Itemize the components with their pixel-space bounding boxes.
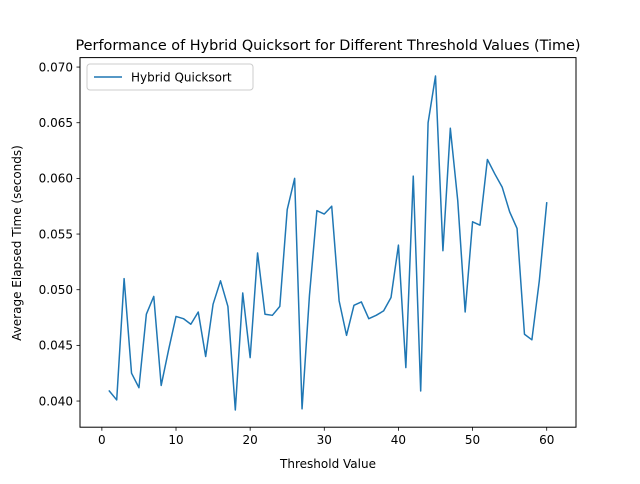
y-tick-label: 0.065	[39, 116, 73, 130]
data-point	[375, 315, 377, 317]
data-point	[220, 280, 222, 282]
data-point	[279, 306, 281, 308]
series-line-hybrid-quicksort	[108, 75, 548, 411]
legend: Hybrid Quicksort	[86, 63, 254, 91]
x-axis-label: Threshold Value	[279, 457, 376, 471]
data-point	[272, 315, 274, 317]
data-point	[390, 297, 392, 299]
data-point	[146, 313, 148, 315]
data-point	[472, 221, 474, 223]
data-point	[464, 311, 466, 313]
y-tick-label: 0.040	[39, 394, 73, 408]
y-tick-label: 0.070	[39, 60, 73, 74]
data-point	[160, 385, 162, 387]
data-point	[524, 333, 526, 335]
data-point	[539, 280, 541, 282]
data-point	[331, 205, 333, 207]
data-point	[212, 303, 214, 305]
data-point	[301, 408, 303, 410]
data-point	[516, 228, 518, 230]
data-point	[346, 335, 348, 337]
data-point	[353, 305, 355, 307]
data-point	[123, 278, 125, 280]
data-point	[257, 252, 259, 254]
data-point	[205, 356, 207, 358]
y-tick-label: 0.045	[39, 339, 73, 353]
data-point	[546, 202, 548, 204]
data-point	[227, 306, 229, 308]
data-point	[138, 387, 140, 389]
x-tick-label: 20	[243, 433, 258, 447]
data-point	[413, 175, 415, 177]
data-point	[324, 213, 326, 215]
data-point	[501, 187, 503, 189]
data-point	[190, 323, 192, 325]
x-tick-label: 0	[98, 433, 106, 447]
x-tick-label: 10	[168, 433, 183, 447]
data-point	[427, 122, 429, 124]
data-point	[131, 372, 133, 374]
data-point	[487, 159, 489, 161]
chart-title: Performance of Hybrid Quicksort for Diff…	[76, 38, 581, 54]
data-point	[435, 75, 437, 77]
x-tick-label: 40	[391, 433, 406, 447]
plot-frame	[79, 57, 577, 428]
data-point	[450, 128, 452, 130]
data-point	[198, 311, 200, 313]
data-point	[420, 390, 422, 392]
data-point	[109, 390, 111, 392]
data-point	[383, 310, 385, 312]
data-point	[361, 301, 363, 303]
y-tick-label: 0.060	[39, 172, 73, 186]
data-point	[309, 295, 311, 297]
series-layer	[108, 75, 548, 411]
data-point	[168, 349, 170, 351]
data-point	[398, 244, 400, 246]
data-point	[286, 209, 288, 211]
data-point	[509, 211, 511, 213]
data-point	[479, 224, 481, 226]
data-point	[442, 250, 444, 252]
data-point	[457, 200, 459, 202]
data-point	[531, 339, 533, 341]
data-point	[175, 316, 177, 318]
data-point	[294, 178, 296, 180]
data-point	[264, 313, 266, 315]
data-point	[242, 292, 244, 294]
data-point	[235, 409, 237, 411]
data-point	[116, 399, 118, 401]
data-point	[153, 296, 155, 298]
axis-ticks: 0 10 20 30 40 50 60 0.040 0.045 0.050 0.055 0.060 0.…	[39, 60, 555, 447]
data-point	[183, 318, 185, 320]
data-point	[405, 367, 407, 369]
y-axis-label: Average Elapsed Time (seconds)	[10, 145, 24, 341]
data-point	[368, 318, 370, 320]
legend-label: Hybrid Quicksort	[131, 71, 232, 85]
y-tick-label: 0.050	[39, 283, 73, 297]
data-point	[338, 300, 340, 302]
data-point	[494, 173, 496, 175]
legend-box	[86, 63, 254, 91]
x-tick-label: 60	[539, 433, 554, 447]
data-point	[249, 357, 251, 359]
data-point	[316, 210, 318, 212]
x-tick-label: 50	[465, 433, 480, 447]
x-tick-label: 30	[317, 433, 332, 447]
y-tick-label: 0.055	[39, 227, 73, 241]
